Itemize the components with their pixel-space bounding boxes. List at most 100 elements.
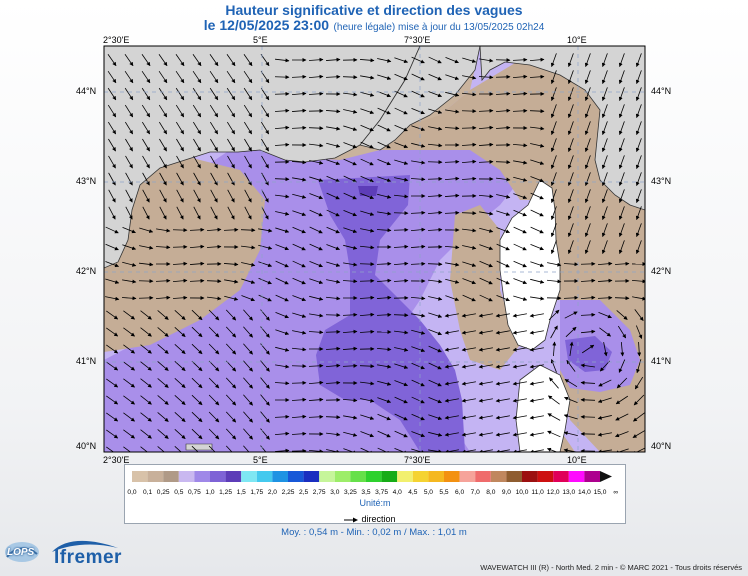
direction-arrow [141,54,151,67]
direction-arrow [580,295,596,300]
direction-arrow [496,260,510,268]
direction-arrow [393,313,409,318]
direction-arrow [360,91,375,97]
direction-arrow [309,209,323,217]
direction-arrow [445,74,460,81]
direction-arrow [550,53,557,68]
direction-arrow [601,53,608,68]
direction-arrow [445,295,460,302]
direction-arrow [548,395,560,405]
direction-arrow [601,70,608,85]
direction-arrow [601,155,608,170]
direction-arrow [224,295,239,301]
direction-arrow [122,261,137,267]
direction-arrow [141,121,151,135]
direction-arrow [478,108,494,113]
lat-label-right: 40°N [651,441,672,451]
direction-arrow [411,90,425,98]
direction-arrow [275,346,290,352]
direction-arrow [599,360,611,372]
direction-arrow [462,278,476,285]
direction-arrow [227,138,235,152]
lat-label-left: 40°N [76,441,97,451]
direction-arrow [618,87,625,102]
direction-arrow [411,362,425,370]
direction-arrow [393,278,409,283]
direction-arrow [123,412,135,422]
direction-arrow [142,138,150,152]
direction-arrow [241,295,255,302]
direction-arrow [189,244,205,249]
direction-arrow [210,138,218,152]
direction-arrow [140,361,152,371]
direction-arrow [106,310,119,320]
direction-arrow [394,413,408,421]
direction-arrow [343,448,358,452]
direction-arrow [567,189,574,204]
direction-arrow [478,313,493,318]
direction-arrow [309,176,324,182]
direction-arrow [411,125,426,132]
direction-arrow [547,413,561,421]
direction-arrow [122,279,137,284]
direction-arrow [411,56,425,64]
direction-arrow [325,380,341,385]
direction-arrow [275,260,289,268]
direction-arrow [635,121,642,136]
direction-label: direction [361,514,396,524]
direction-arrow [106,395,119,405]
direction-arrow [601,172,608,187]
lon-label-bottom: 7°30'E [404,455,431,465]
direction-arrow [243,70,253,84]
direction-arrow [635,155,642,170]
direction-arrow [275,211,290,216]
direction-arrow [192,54,202,67]
direction-arrow [140,412,152,422]
direction-arrow [513,226,527,234]
direction-arrow [410,296,426,301]
direction-arrow [244,155,252,169]
direction-arrow [567,223,574,238]
legend-tick-label: 3,0 [330,489,339,496]
direction-arrow [360,158,374,166]
direction-arrow [444,364,459,369]
direction-arrow [224,279,239,284]
direction-arrow [308,397,324,402]
direction-arrow [176,206,184,220]
direction-arrow [226,121,236,135]
direction-arrow [529,432,544,437]
direction-arrow [428,108,443,114]
direction-arrow [326,126,341,131]
direction-arrow [309,278,324,285]
land-balearic [185,443,213,451]
legend-swatch [163,471,179,482]
direction-arrow [243,343,253,355]
legend-swatch [256,471,273,482]
direction-arrow [159,206,167,220]
direction-arrow [530,226,544,234]
direction-arrow [142,189,150,203]
direction-arrow [225,309,237,321]
direction-arrow [530,126,545,131]
direction-arrow [208,360,220,372]
direction-arrow [530,143,545,148]
direction-arrow [189,278,205,283]
direction-arrows [105,53,645,452]
direction-arrow [428,91,443,98]
direction-arrow [461,159,477,164]
direction-arrow [584,53,591,68]
direction-arrow [496,210,511,216]
legend-swatch [194,471,210,482]
direction-arrow [496,243,510,251]
direction-arrow [580,329,596,334]
direction-arrow [291,108,307,113]
direction-arrow [478,415,493,420]
direction-arrow [260,121,270,135]
direction-arrow [444,415,459,420]
direction-arrow [125,172,133,186]
lat-label-left: 43°N [76,176,97,186]
direction-arrow [291,74,307,79]
direction-arrow [223,227,239,232]
direction-arrow [618,172,625,187]
direction-arrow [157,412,169,422]
